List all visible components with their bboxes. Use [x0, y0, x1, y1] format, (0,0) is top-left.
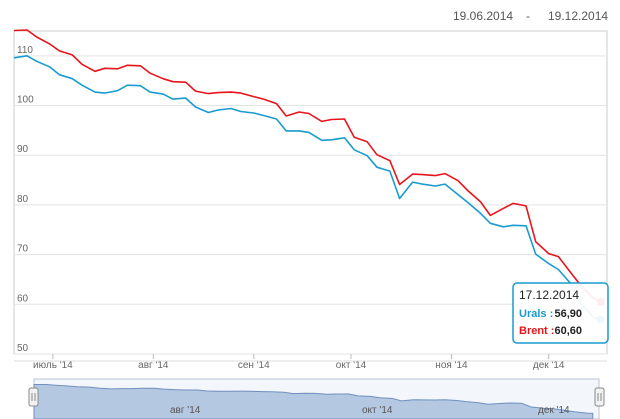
- series-line-brent[interactable]: [13, 29, 601, 303]
- tooltip-value-brent: 60,60: [554, 325, 582, 337]
- y-tick-label: 70: [17, 244, 29, 255]
- x-tick-label: авг '14: [138, 360, 169, 371]
- navigator-handle-right[interactable]: [594, 387, 605, 407]
- date-from[interactable]: 19.06.2014: [453, 9, 513, 23]
- navigator-label-oct: окт '14: [362, 405, 393, 416]
- x-tick-label: сен '14: [238, 360, 270, 371]
- y-tick-label: 60: [17, 293, 29, 304]
- date-separator: -: [526, 9, 530, 23]
- y-tick-label: 80: [17, 194, 29, 205]
- grid-lines: [14, 55, 607, 355]
- plot-area: [13, 30, 608, 355]
- y-tick-label: 110: [17, 45, 33, 56]
- x-tick-label: окт '14: [336, 360, 367, 371]
- navigator-label-dec: дек '14: [538, 405, 570, 416]
- tooltip-date: 17.12.2014: [519, 288, 579, 302]
- x-axis-ticks: июль '14 авг '14 сен '14 окт '14 ноя '14 дек …: [33, 354, 565, 371]
- y-axis-ticks: 50 60 70 80 90 100 110: [17, 45, 34, 354]
- tooltip-value-urals: 56,90: [554, 308, 582, 320]
- navigator-area: [33, 384, 594, 419]
- series-line-urals[interactable]: [13, 55, 601, 321]
- navigator-label-aug: авг '14: [170, 405, 201, 416]
- tooltip: 17.12.2014 Urals : 56,90 Brent : 60,60: [512, 282, 609, 344]
- navigator[interactable]: авг '14 окт '14 дек '14: [28, 378, 605, 419]
- x-tick-label: ноя '14: [435, 360, 468, 371]
- tooltip-label-brent: Brent :: [519, 325, 554, 337]
- tooltip-box: [512, 282, 609, 344]
- x-tick-label: июль '14: [33, 360, 73, 371]
- y-tick-label: 90: [17, 144, 29, 155]
- navigator-handle-left[interactable]: [28, 387, 39, 407]
- tooltip-label-urals: Urals :: [519, 308, 553, 320]
- y-tick-label: 100: [17, 95, 34, 106]
- y-tick-label: 50: [17, 343, 29, 354]
- date-to[interactable]: 19.12.2014: [548, 9, 608, 23]
- x-tick-label: дек '14: [533, 360, 565, 371]
